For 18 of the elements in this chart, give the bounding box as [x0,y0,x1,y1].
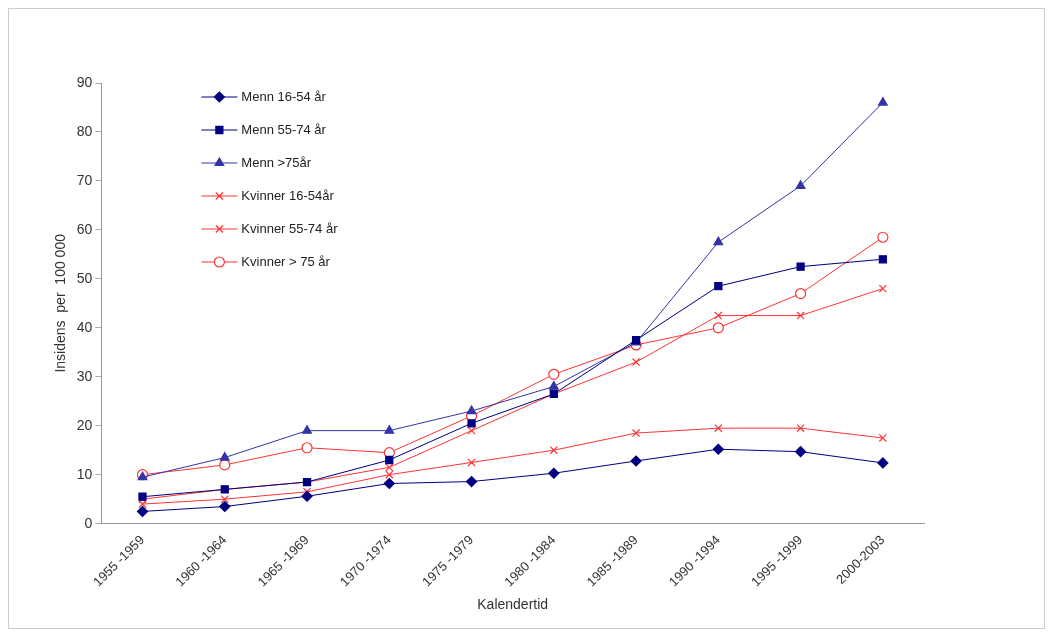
y-tick-label: 70 [76,171,93,188]
y-tick-label: 40 [76,318,93,335]
legend-label: Kvinner 55-74 år [241,220,339,236]
legend-label: Menn >75år [241,154,312,170]
y-tick-label: 20 [76,416,93,433]
x-axis-title: Kalendertid [477,596,549,613]
y-tick-label: 30 [76,367,93,384]
legend-label: Menn 16-54 år [241,88,327,104]
legend-label: Kvinner 16-54år [241,187,335,203]
y-tick-label: 0 [84,514,93,531]
y-tick-label: 50 [76,269,93,286]
y-tick-label: 60 [76,220,93,237]
legend-label: Kvinner > 75 år [241,253,331,269]
y-tick-label: 80 [76,122,93,139]
y-axis-title: Insidens per 100 000 [52,233,69,373]
y-tick-label: 10 [76,465,93,482]
legend-label: Menn 55-74 år [241,121,327,137]
y-tick-label: 90 [76,73,93,90]
